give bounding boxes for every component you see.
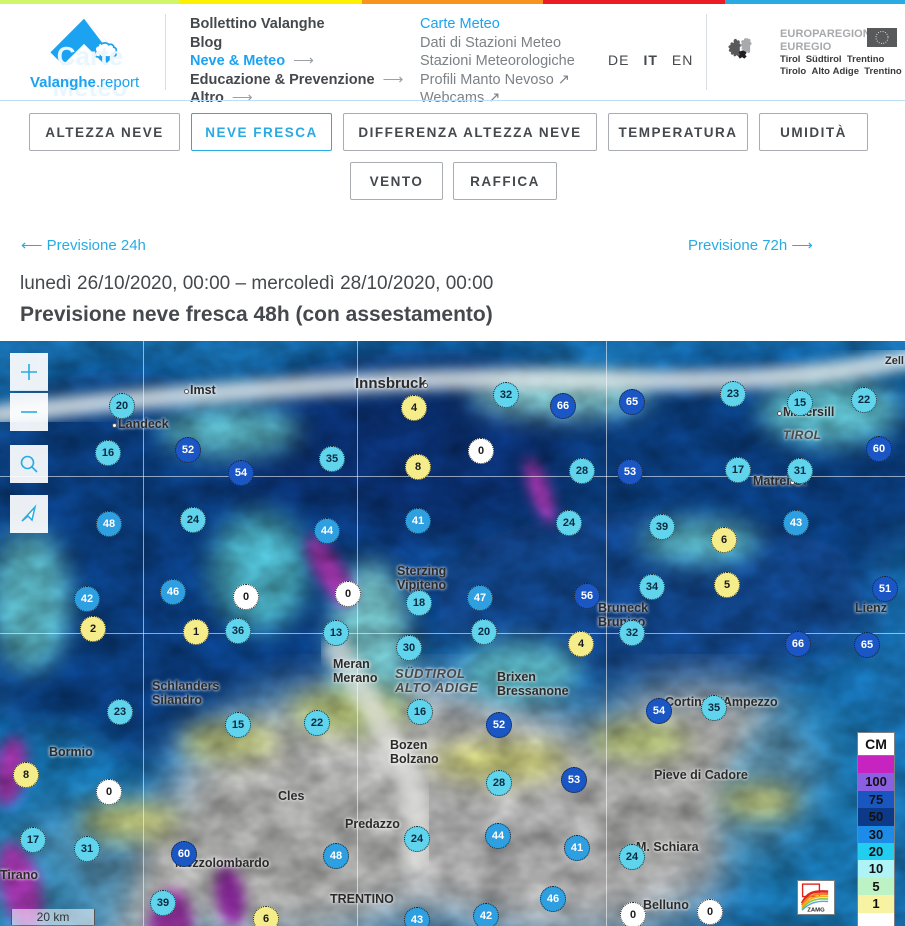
svg-text:ZAMG: ZAMG [807, 908, 825, 914]
